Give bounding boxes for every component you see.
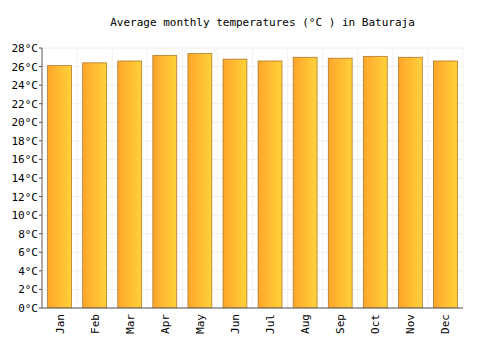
x-tick-label: Aug: [299, 314, 312, 334]
grid-line-vertical: [427, 48, 428, 308]
y-tick-label: 28°C: [12, 42, 39, 55]
bars: [48, 54, 458, 308]
x-tick-label: Dec: [439, 314, 452, 334]
y-tick-label: 6°C: [18, 246, 38, 259]
y-tick-label: 10°C: [12, 209, 39, 222]
y-tick-label: 20°C: [12, 116, 39, 129]
grid-line-vertical: [392, 48, 393, 308]
x-tick-label: Feb: [89, 314, 102, 334]
bar: [48, 66, 72, 308]
y-tick-label: 8°C: [18, 228, 38, 241]
y-tick-label: 22°C: [12, 98, 39, 111]
y-tick-label: 12°C: [12, 191, 39, 204]
chart: Average monthly temperatures (°C ) in Ba…: [0, 0, 500, 350]
grid-line-vertical: [357, 48, 358, 308]
x-tick-label: Sep: [334, 314, 347, 334]
y-axis: [42, 48, 43, 308]
x-axis: [42, 308, 463, 309]
grid-line-vertical: [217, 48, 218, 308]
bar: [188, 54, 212, 308]
y-tick-label: 2°C: [18, 283, 38, 296]
y-tick-label: 4°C: [18, 265, 38, 278]
grid-line-vertical: [182, 48, 183, 308]
title: Average monthly temperatures (°C ) in Ba…: [110, 16, 415, 29]
x-tick-label: Nov: [404, 314, 417, 334]
x-tick-label: Apr: [159, 314, 172, 334]
y-tick-label: 0°C: [18, 302, 38, 315]
bar: [293, 57, 317, 308]
x-tick-label: Jan: [54, 314, 67, 334]
y-tick-label: 18°C: [12, 135, 39, 148]
x-tick-label: Mar: [124, 314, 137, 334]
y-tick-label: 24°C: [12, 79, 39, 92]
grid-line-vertical: [463, 48, 464, 308]
y-tick-label: 14°C: [12, 172, 39, 185]
bar: [153, 55, 177, 308]
grid: [42, 48, 463, 308]
bar: [223, 59, 247, 308]
grid-line: [42, 308, 463, 309]
grid-line-vertical: [112, 48, 113, 308]
grid-line-vertical: [287, 48, 288, 308]
bar: [434, 61, 458, 308]
y-tick-label: 16°C: [12, 153, 39, 166]
x-tick-label: Oct: [369, 314, 382, 334]
x-tick-label: Jul: [264, 314, 277, 334]
bar: [398, 57, 422, 308]
chart-container: Average monthly temperatures (°C ) in Ba…: [0, 0, 500, 350]
grid-line-vertical: [252, 48, 253, 308]
x-tick-label: May: [194, 314, 207, 334]
bar: [258, 61, 282, 308]
y-tick-label: 26°C: [12, 61, 39, 74]
grid-line-vertical: [147, 48, 148, 308]
grid-line-vertical: [322, 48, 323, 308]
bar: [118, 61, 142, 308]
bar: [328, 58, 352, 308]
x-tick-label: Jun: [229, 314, 242, 334]
grid-line-vertical: [77, 48, 78, 308]
bar: [83, 63, 107, 308]
bar: [363, 56, 387, 308]
